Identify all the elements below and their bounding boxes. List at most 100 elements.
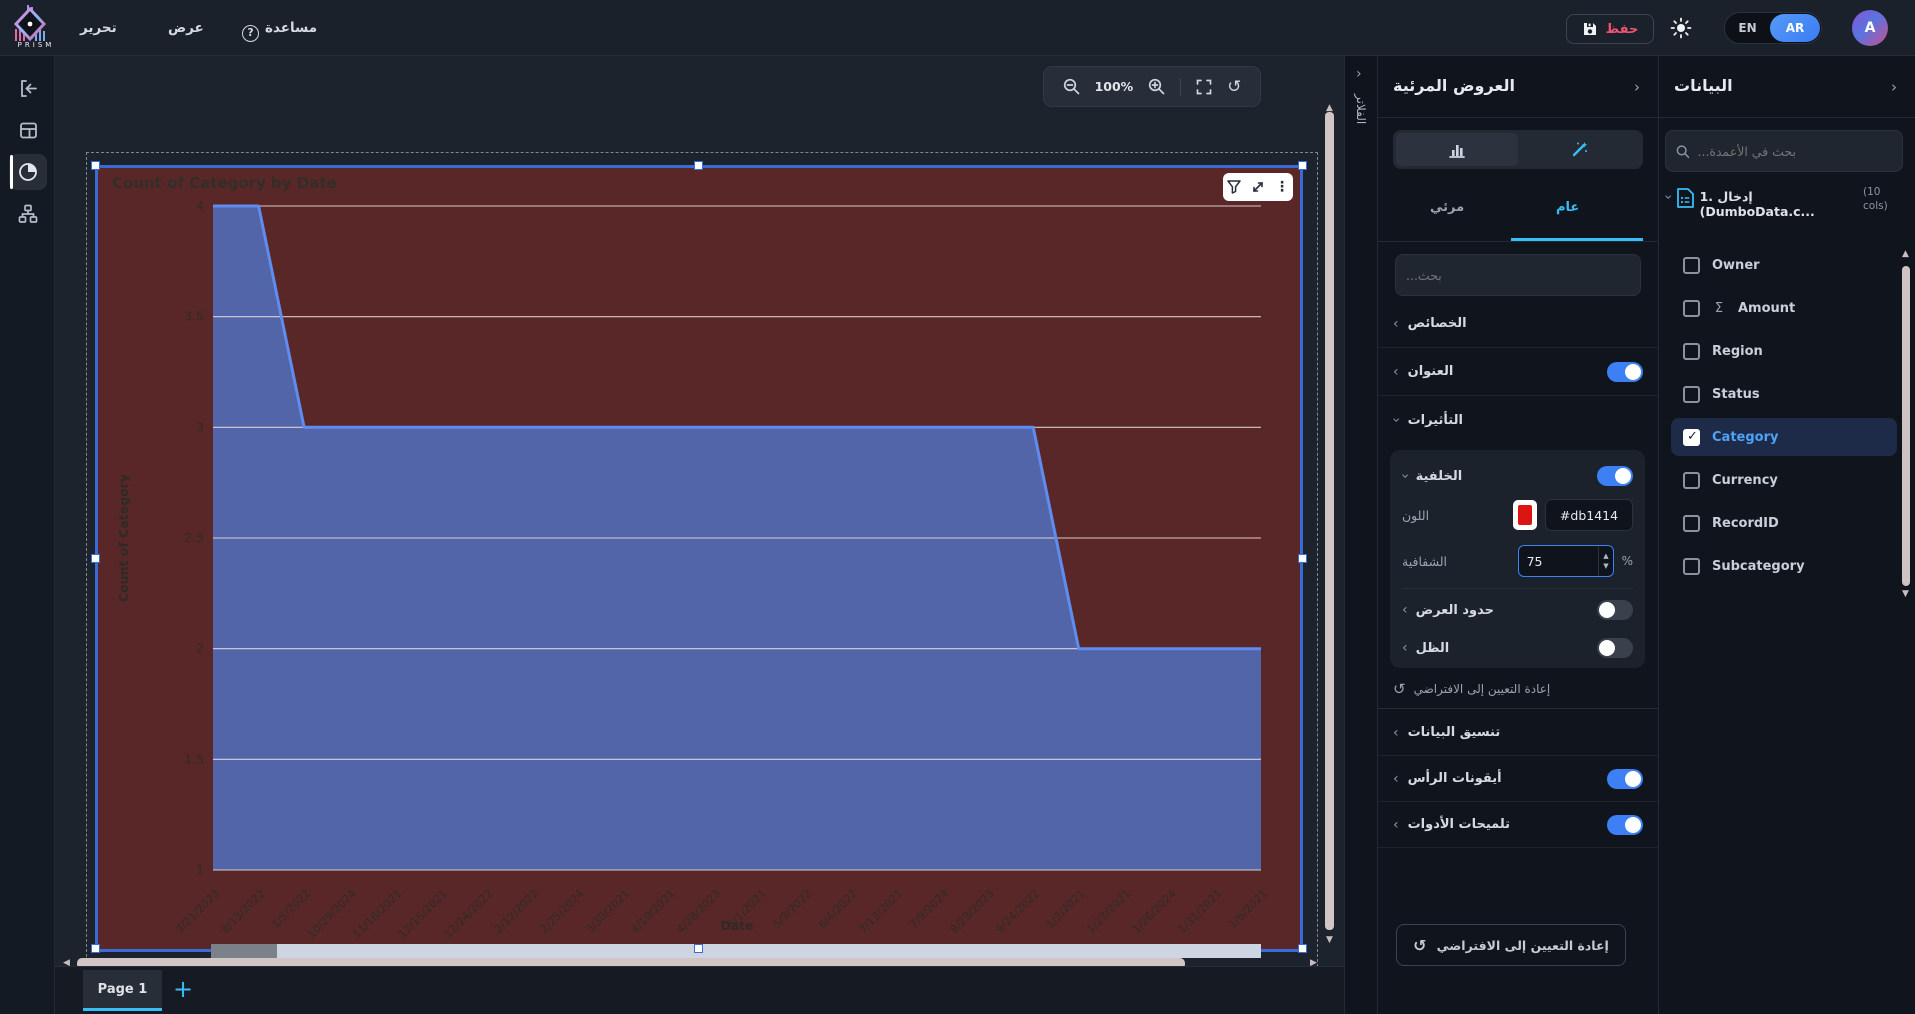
borders-toggle[interactable] bbox=[1597, 600, 1633, 620]
column-row-owner[interactable]: Owner bbox=[1671, 246, 1897, 284]
title-toggle[interactable] bbox=[1607, 361, 1643, 382]
data-panel-collapse-icon[interactable]: › bbox=[1891, 78, 1897, 96]
collapse-sidebar-button[interactable] bbox=[9, 70, 47, 106]
report-canvas[interactable]: 100% ↺ Count of Category by Date ⋮ bbox=[55, 56, 1344, 966]
resize-handle-e[interactable] bbox=[1298, 554, 1307, 563]
spinner-down-icon[interactable]: ▼ bbox=[1603, 562, 1609, 570]
column-row-subcategory[interactable]: Subcategory bbox=[1671, 547, 1897, 585]
scroll-left-arrow[interactable]: ◀ bbox=[63, 958, 70, 967]
filters-label[interactable]: الفلاتر bbox=[1354, 94, 1368, 125]
avatar[interactable]: A bbox=[1852, 10, 1888, 46]
scroll-down-arrow[interactable]: ▼ bbox=[1326, 935, 1333, 945]
shadow-row[interactable]: ‹ الظل bbox=[1390, 630, 1645, 666]
spinner-up-icon[interactable]: ▲ bbox=[1603, 551, 1609, 560]
resize-handle-se[interactable] bbox=[1298, 944, 1307, 953]
section-data-format[interactable]: ‹ تنسيق البيانات bbox=[1378, 710, 1658, 756]
theme-toggle-button[interactable] bbox=[1670, 17, 1692, 39]
save-icon bbox=[1583, 23, 1596, 35]
left-sidebar bbox=[0, 56, 55, 1014]
transparency-input[interactable] bbox=[1518, 553, 1579, 569]
checkbox-icon[interactable] bbox=[1683, 256, 1700, 274]
format-visual-button[interactable] bbox=[1518, 133, 1640, 166]
checkbox-icon[interactable] bbox=[1683, 471, 1700, 489]
section-title[interactable]: ‹ العنوان bbox=[1378, 348, 1658, 396]
resize-handle-w[interactable] bbox=[91, 554, 100, 563]
checkbox-icon[interactable] bbox=[1683, 299, 1700, 317]
expand-icon[interactable] bbox=[1251, 180, 1265, 194]
column-label: Amount bbox=[1738, 300, 1796, 316]
scroll-right-arrow[interactable]: ▶ bbox=[1310, 958, 1317, 967]
lang-ar-option[interactable]: AR bbox=[1770, 14, 1820, 42]
shadow-toggle[interactable] bbox=[1597, 638, 1633, 658]
reset-effects-link[interactable]: ↺ إعادة التعيين إلى الافتراضي bbox=[1393, 680, 1551, 698]
reset-to-default-button[interactable]: ↺ إعادة التعيين إلى الافتراضي bbox=[1396, 924, 1626, 966]
flow-view-button[interactable] bbox=[9, 196, 47, 232]
charts-view-button[interactable] bbox=[9, 154, 47, 190]
reset-zoom-icon[interactable]: ↺ bbox=[1227, 76, 1242, 97]
svg-text:1/5/2022: 1/5/2022 bbox=[269, 887, 313, 931]
column-row-region[interactable]: Region bbox=[1671, 332, 1897, 370]
color-swatch[interactable] bbox=[1513, 500, 1537, 530]
resize-handle-n[interactable] bbox=[694, 161, 703, 170]
chart-h-scrollbar[interactable] bbox=[211, 944, 1261, 958]
viz-panel-collapse-icon[interactable]: › bbox=[1634, 78, 1640, 96]
page-tab-1[interactable]: Page 1 bbox=[83, 970, 162, 1011]
background-header[interactable]: › الخلفية bbox=[1390, 460, 1645, 492]
language-toggle[interactable]: EN AR bbox=[1724, 12, 1822, 44]
column-row-amount[interactable]: Σ Amount bbox=[1671, 289, 1897, 327]
section-header-icons[interactable]: ‹ أيقونات الرأس bbox=[1378, 756, 1658, 802]
chart-h-scrollbar-thumb[interactable] bbox=[211, 944, 277, 958]
save-button[interactable]: حفظ bbox=[1566, 14, 1654, 44]
more-options-icon[interactable]: ⋮ bbox=[1275, 179, 1289, 195]
columns-scroll-down-arrow[interactable]: ▼ bbox=[1902, 589, 1909, 599]
app-logo[interactable]: PRISM bbox=[10, 3, 62, 49]
background-toggle[interactable] bbox=[1597, 466, 1633, 486]
lang-en-option[interactable]: EN bbox=[1738, 21, 1757, 35]
build-visual-button[interactable] bbox=[1396, 133, 1518, 166]
checkbox-icon[interactable] bbox=[1683, 342, 1700, 360]
chart-widget[interactable]: Count of Category by Date ⋮ 4 3.5 3 2.5 2 1.5… bbox=[95, 165, 1303, 958]
column-row-category[interactable]: Category bbox=[1671, 418, 1897, 456]
zoom-out-icon[interactable] bbox=[1063, 78, 1080, 95]
filter-icon[interactable] bbox=[1227, 180, 1241, 194]
canvas-h-scrollbar-thumb[interactable] bbox=[77, 958, 1185, 966]
section-properties[interactable]: ‹ الخصائص bbox=[1378, 300, 1658, 348]
selection-outline bbox=[86, 152, 1318, 966]
filters-expand-icon[interactable]: › bbox=[1356, 66, 1362, 82]
checkbox-icon[interactable] bbox=[1683, 514, 1700, 532]
columns-scrollbar-thumb[interactable] bbox=[1902, 266, 1910, 586]
checkbox-checked-icon[interactable] bbox=[1683, 428, 1700, 446]
dataset-row[interactable]: › 1. إدخال (DumboData.c... (10 cols) bbox=[1660, 186, 1899, 219]
columns-search-input[interactable] bbox=[1697, 143, 1892, 159]
checkbox-icon[interactable] bbox=[1683, 385, 1700, 403]
section-tooltips[interactable]: ‹ تلميحات الأدوات bbox=[1378, 802, 1658, 848]
tab-visual[interactable]: مرئي bbox=[1430, 200, 1465, 215]
canvas-v-scrollbar-thumb[interactable] bbox=[1325, 112, 1334, 930]
add-page-button[interactable]: + bbox=[173, 975, 194, 1003]
layout-view-button[interactable] bbox=[9, 112, 47, 148]
color-hex-input[interactable]: #db1414 bbox=[1545, 499, 1633, 531]
columns-scroll-up-arrow[interactable]: ▲ bbox=[1902, 249, 1909, 259]
resize-handle-ne[interactable] bbox=[1298, 161, 1307, 170]
section-effects[interactable]: › التأثيرات bbox=[1387, 412, 1463, 428]
column-row-status[interactable]: Status bbox=[1671, 375, 1897, 413]
menu-view[interactable]: عرض bbox=[168, 20, 204, 36]
fit-screen-icon[interactable] bbox=[1196, 79, 1212, 95]
menu-edit[interactable]: تحرير bbox=[80, 20, 117, 36]
header-icons-toggle[interactable] bbox=[1607, 768, 1643, 789]
tab-general[interactable]: عام bbox=[1556, 200, 1580, 215]
resize-handle-sw[interactable] bbox=[91, 944, 100, 953]
resize-handle-nw[interactable] bbox=[91, 161, 100, 170]
checkbox-icon[interactable] bbox=[1683, 557, 1700, 575]
borders-row[interactable]: ‹ حدود العرض bbox=[1390, 592, 1645, 628]
scroll-up-arrow[interactable]: ▲ bbox=[1326, 103, 1333, 113]
viz-search-input[interactable] bbox=[1406, 267, 1630, 283]
resize-handle-s[interactable] bbox=[694, 944, 703, 953]
column-row-currency[interactable]: Currency bbox=[1671, 461, 1897, 499]
zoom-in-icon[interactable] bbox=[1148, 78, 1165, 95]
tooltips-toggle[interactable] bbox=[1607, 814, 1643, 835]
menu-help[interactable]: ? مساعدة bbox=[242, 20, 317, 42]
column-row-recordid[interactable]: RecordID bbox=[1671, 504, 1897, 542]
